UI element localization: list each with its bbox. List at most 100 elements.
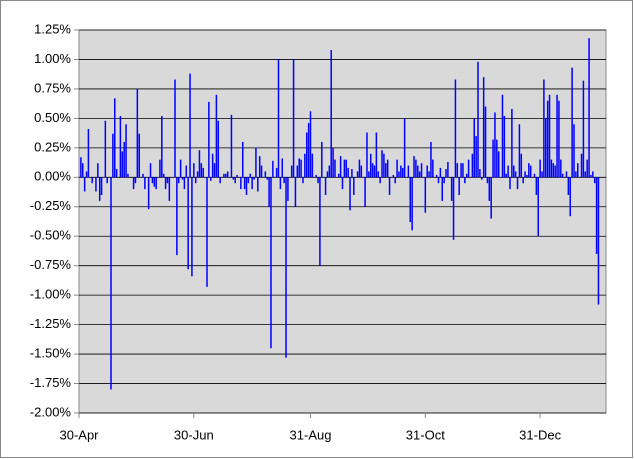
x-tick-label: 30-Jun (174, 427, 214, 442)
bar (400, 165, 402, 178)
bar (236, 174, 238, 178)
bar (460, 163, 462, 178)
bar (211, 153, 214, 178)
bar (401, 167, 404, 178)
y-tick-label: -1.00% (30, 287, 72, 302)
bar (328, 165, 331, 178)
bar (334, 159, 336, 178)
x-tick-label: 30-Apr (59, 427, 99, 442)
bar (488, 177, 491, 201)
bar (439, 167, 442, 178)
bar (219, 177, 221, 184)
bar (396, 159, 398, 178)
bar (509, 177, 511, 190)
bar (149, 163, 152, 178)
bar (383, 153, 385, 178)
bar (497, 151, 500, 178)
x-tick-label: 31-Oct (406, 427, 445, 442)
bar (337, 173, 340, 178)
bar (561, 173, 564, 178)
bar (375, 132, 378, 178)
bar (560, 159, 562, 178)
bar (349, 177, 351, 211)
bar (373, 165, 376, 178)
bar (136, 88, 139, 178)
bar (243, 177, 246, 190)
bar (556, 94, 558, 178)
bar (467, 159, 470, 178)
bar (486, 177, 489, 184)
bar (447, 161, 449, 178)
bar (164, 177, 167, 190)
bar (417, 165, 419, 178)
bar (277, 59, 280, 178)
bar (428, 171, 430, 178)
bar (294, 177, 297, 207)
bar (513, 165, 515, 178)
bar (590, 174, 592, 178)
bar (533, 173, 536, 178)
bar (225, 173, 227, 178)
x-tick-label: 31-Dec (519, 427, 561, 442)
bar (381, 150, 383, 178)
bar (87, 128, 90, 178)
bar (524, 171, 526, 178)
bar (494, 112, 496, 178)
bar (441, 177, 444, 201)
bar (356, 171, 359, 178)
bar (353, 177, 355, 195)
bar (106, 177, 108, 184)
bar (114, 98, 116, 178)
bar (432, 159, 434, 178)
bar (326, 171, 329, 178)
bar (202, 167, 204, 178)
bar (411, 177, 413, 231)
bar (176, 177, 178, 256)
bar (351, 169, 353, 178)
bar (311, 153, 314, 178)
bar (407, 165, 410, 178)
bar (275, 167, 278, 178)
bar (255, 147, 257, 178)
bar (213, 163, 216, 178)
bar (377, 171, 380, 178)
bar (132, 177, 135, 190)
bar (290, 165, 293, 178)
bar (437, 177, 440, 184)
bar (529, 165, 532, 178)
bar (144, 177, 146, 190)
bar (496, 139, 498, 178)
bar (266, 177, 268, 180)
bar (558, 100, 560, 178)
bar (450, 177, 453, 201)
bar (339, 156, 342, 178)
bar (97, 163, 99, 178)
bar (435, 174, 438, 178)
bar (592, 171, 594, 178)
bar (426, 165, 428, 178)
bar (292, 59, 295, 178)
bar (595, 177, 598, 254)
bar (535, 177, 538, 195)
bar (85, 171, 88, 178)
bar (394, 177, 396, 184)
bar (317, 177, 319, 184)
bar (343, 159, 346, 178)
bar (215, 94, 218, 178)
bar (194, 177, 197, 184)
y-tick-label: -1.25% (30, 316, 72, 331)
bar (285, 177, 287, 358)
bar (386, 159, 389, 178)
bar (178, 177, 180, 184)
bar (452, 177, 455, 240)
bar (479, 169, 481, 178)
bar (571, 67, 573, 178)
y-tick-label: 0.25% (34, 139, 71, 154)
bar (83, 177, 86, 192)
bar (475, 136, 477, 178)
bar (482, 77, 485, 178)
bar (528, 163, 530, 178)
bar (142, 173, 144, 178)
bar (279, 177, 282, 190)
bar (300, 159, 302, 178)
